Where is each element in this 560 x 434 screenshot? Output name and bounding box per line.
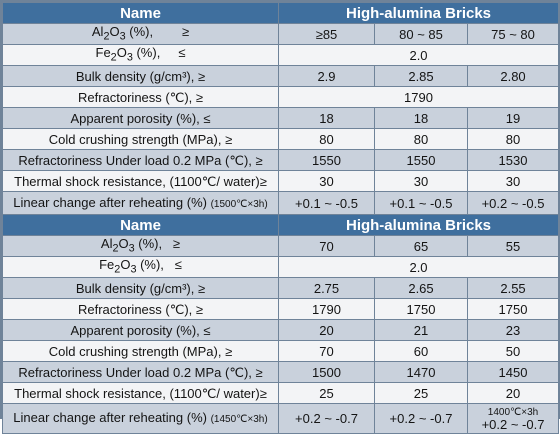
- row-label-cold-crushing-strength: Cold crushing strength (MPa), ≥: [2, 128, 279, 150]
- table-1-header-row: Name High-alumina Bricks: [2, 2, 560, 24]
- table-row: Fe2O3 (%), ≤ 2.0: [2, 256, 560, 278]
- table-cell: 2.0: [277, 256, 560, 278]
- table-cell: 2.0: [277, 44, 560, 66]
- table-cell: 20: [278, 319, 375, 341]
- table-2-header-row: Name High-alumina Bricks: [2, 214, 560, 236]
- table-cell: 50: [466, 340, 560, 362]
- table-row: Al2O3 (%), ≥ 70 65 55: [2, 235, 560, 257]
- table-cell: 70: [278, 340, 375, 362]
- row-label-al2o3: Al2O3 (%), ≥: [2, 23, 279, 45]
- row-label-al2o3: Al2O3 (%), ≥: [2, 235, 279, 257]
- row-label-bulk-density: Bulk density (g/cm³), ≥: [2, 65, 279, 87]
- table-row: Bulk density (g/cm³), ≥ 2.9 2.85 2.80: [2, 65, 560, 87]
- row-label-thermal-shock: Thermal shock resistance, (1100℃/ water)…: [2, 382, 279, 404]
- row-label-fe2o3: Fe2O3 (%), ≤: [2, 256, 279, 278]
- row-label-thermal-shock: Thermal shock resistance, (1100℃/ water)…: [2, 170, 279, 192]
- row-label-linear-change: Linear change after reheating (%) (1500℃…: [2, 191, 279, 215]
- table-cell: 2.65: [374, 277, 468, 299]
- table-cell: 1500: [278, 361, 375, 383]
- table-cell: 25: [278, 382, 375, 404]
- table-cell: +0.2 ~ -0.5: [466, 191, 560, 215]
- table-row: Refractoriness Under load 0.2 MPa (℃), ≥…: [2, 361, 560, 383]
- table-cell: 18: [374, 107, 468, 129]
- table-row: Apparent porosity (%), ≤ 20 21 23: [2, 319, 560, 341]
- cell-condition-note: 1400℃×3h: [487, 406, 539, 418]
- name-header: Name: [2, 2, 279, 24]
- table-cell: 80: [466, 128, 560, 150]
- row-label-fe2o3: Fe2O3 (%), ≤: [2, 44, 279, 66]
- table-cell: 1790: [277, 86, 560, 108]
- table-cell: 20: [466, 382, 560, 404]
- table-cell: 23: [466, 319, 560, 341]
- table-row: Refractoriness (℃), ≥ 1790: [2, 86, 560, 108]
- table-cell: 1530: [466, 149, 560, 171]
- name-header: Name: [2, 214, 279, 236]
- row-label-apparent-porosity: Apparent porosity (%), ≤: [2, 319, 279, 341]
- table-cell: 30: [278, 170, 375, 192]
- row-label-cold-crushing-strength: Cold crushing strength (MPa), ≥: [2, 340, 279, 362]
- table-cell: +0.1 ~ -0.5: [278, 191, 375, 215]
- table-cell: 2.9: [278, 65, 375, 87]
- table-row: Thermal shock resistance, (1100℃/ water)…: [2, 382, 560, 404]
- row-label-refractoriness-under-load: Refractoriness Under load 0.2 MPa (℃), ≥: [2, 149, 279, 171]
- table-cell: +0.1 ~ -0.5: [374, 191, 468, 215]
- table-row: Thermal shock resistance, (1100℃/ water)…: [2, 170, 560, 192]
- table-cell: 60: [374, 340, 468, 362]
- table-row: Bulk density (g/cm³), ≥ 2.75 2.65 2.55: [2, 277, 560, 299]
- row-label-bulk-density: Bulk density (g/cm³), ≥: [2, 277, 279, 299]
- table-cell: 1470: [374, 361, 468, 383]
- table-row: Cold crushing strength (MPa), ≥ 80 80 80: [2, 128, 560, 150]
- table-cell: 1550: [374, 149, 468, 171]
- table-cell: 80 ~ 85: [374, 23, 468, 45]
- table-cell: 1750: [466, 298, 560, 320]
- table-cell: 19: [466, 107, 560, 129]
- table-cell: 2.80: [466, 65, 560, 87]
- table-cell: 30: [466, 170, 560, 192]
- table-row: Linear change after reheating (%) (1500℃…: [2, 191, 560, 215]
- table-cell: 75 ~ 80: [466, 23, 560, 45]
- table-cell: 1750: [374, 298, 468, 320]
- table-cell: 21: [374, 319, 468, 341]
- product-header: High-alumina Bricks: [277, 214, 560, 236]
- table-cell: 80: [278, 128, 375, 150]
- table-cell: ≥85: [278, 23, 375, 45]
- table-cell: 1790: [278, 298, 375, 320]
- table-cell: 2.55: [466, 277, 560, 299]
- table-cell: 70: [278, 235, 375, 257]
- row-label-refractoriness-under-load: Refractoriness Under load 0.2 MPa (℃), ≥: [2, 361, 279, 383]
- table-cell: 55: [466, 235, 560, 257]
- table-row: Fe2O3 (%), ≤ 2.0: [2, 44, 560, 66]
- table-cell: 80: [374, 128, 468, 150]
- row-label-refractoriness: Refractoriness (℃), ≥: [2, 86, 279, 108]
- table-cell: 2.75: [278, 277, 375, 299]
- table-row: Al2O3 (%), ≥ ≥85 80 ~ 85 75 ~ 80: [2, 23, 560, 45]
- table-cell: 25: [374, 382, 468, 404]
- table-row: Apparent porosity (%), ≤ 18 18 19: [2, 107, 560, 129]
- table-cell: 1550: [278, 149, 375, 171]
- row-label-refractoriness: Refractoriness (℃), ≥: [2, 298, 279, 320]
- table-cell: 18: [278, 107, 375, 129]
- table-row: Refractoriness (℃), ≥ 1790 1750 1750: [2, 298, 560, 320]
- table-cell: 1450: [466, 361, 560, 383]
- table-row: Refractoriness Under load 0.2 MPa (℃), ≥…: [2, 149, 560, 171]
- table-row: Cold crushing strength (MPa), ≥ 70 60 50: [2, 340, 560, 362]
- table-cell: 30: [374, 170, 468, 192]
- table-cell: 2.85: [374, 65, 468, 87]
- row-label-apparent-porosity: Apparent porosity (%), ≤: [2, 107, 279, 129]
- cell-value: +0.2 ~ -0.7: [481, 416, 545, 432]
- product-header: High-alumina Bricks: [277, 2, 560, 24]
- table-cell: 65: [374, 235, 468, 257]
